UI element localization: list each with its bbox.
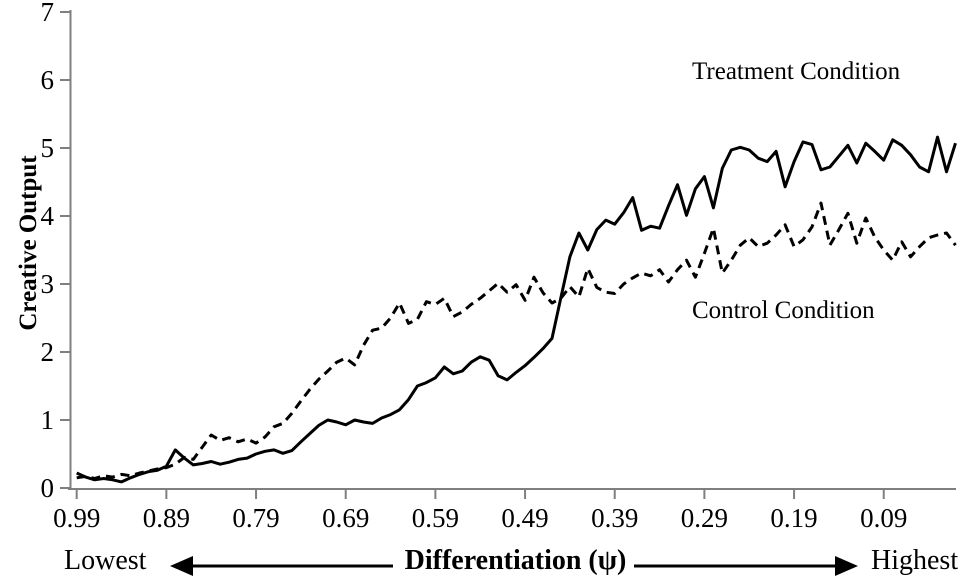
x-tick-label: 0.19 xyxy=(770,503,818,533)
y-tick-label: 4 xyxy=(40,201,55,231)
y-tick-label: 7 xyxy=(40,0,55,27)
x-axis-lowest-label: Lowest xyxy=(64,545,147,576)
treatment-line xyxy=(76,135,957,484)
y-tick-label: 6 xyxy=(40,65,55,95)
x-tick-label: 0.69 xyxy=(322,503,370,533)
x-tick-label: 0.89 xyxy=(142,503,190,533)
lowest-arrow-head xyxy=(170,556,193,576)
x-tick-label: 0.39 xyxy=(591,503,639,533)
x-tick-label: 0.79 xyxy=(232,503,280,533)
y-tick-label: 1 xyxy=(40,405,55,435)
control-series-label: Control Condition xyxy=(692,297,875,324)
x-axis-highest-label: Highest xyxy=(871,545,959,576)
x-tick-label: 0.29 xyxy=(680,503,728,533)
y-tick-label: 0 xyxy=(40,473,55,503)
x-tick-label: 0.99 xyxy=(53,503,101,533)
treatment-series-label: Treatment Condition xyxy=(692,58,901,85)
y-tick-label: 5 xyxy=(40,133,55,163)
y-tick-label: 2 xyxy=(40,337,55,367)
x-tick-label: 0.49 xyxy=(501,503,549,533)
highest-arrow-head xyxy=(835,556,858,576)
control-line xyxy=(76,201,957,480)
x-tick-label: 0.59 xyxy=(411,503,459,533)
x-axis-differentiation-label: Differentiation (ψ) xyxy=(404,545,627,576)
x-tick-label: 0.09 xyxy=(860,503,908,533)
y-tick-label: 3 xyxy=(40,269,55,299)
